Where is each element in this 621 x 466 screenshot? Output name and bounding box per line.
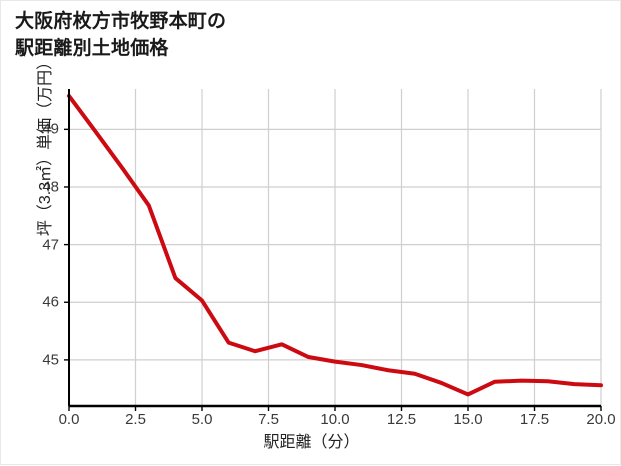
y-tick-label: 45 [42, 351, 59, 369]
y-tick-label: 46 [42, 293, 59, 311]
x-tick-label: 20.0 [586, 411, 616, 428]
gridlines [68, 89, 602, 406]
y-tick-label: 48 [42, 178, 59, 196]
x-tick-label: 12.5 [386, 411, 417, 428]
x-tick-label: 10.0 [320, 411, 350, 428]
x-tick-label: 7.5 [258, 411, 279, 428]
price-line [67, 93, 603, 397]
y-axis-title: 坪（3.3㎡）単価（万円） [37, 53, 54, 237]
x-tick-label: 15.0 [453, 411, 483, 428]
y-tick-label: 47 [42, 236, 59, 254]
x-tick-label: 2.5 [125, 411, 146, 428]
y-tick-label: 49 [42, 120, 59, 138]
x-tick-label: 5.0 [191, 411, 213, 428]
x-axis-title: 駅距離（分） [263, 434, 360, 451]
x-tick-label: 17.5 [519, 411, 550, 428]
tick-marks [64, 128, 602, 411]
chart-title: 大阪府枚方市牧野本町の 駅距離別土地価格 [15, 11, 227, 59]
x-tick-label: 0.0 [58, 411, 80, 428]
